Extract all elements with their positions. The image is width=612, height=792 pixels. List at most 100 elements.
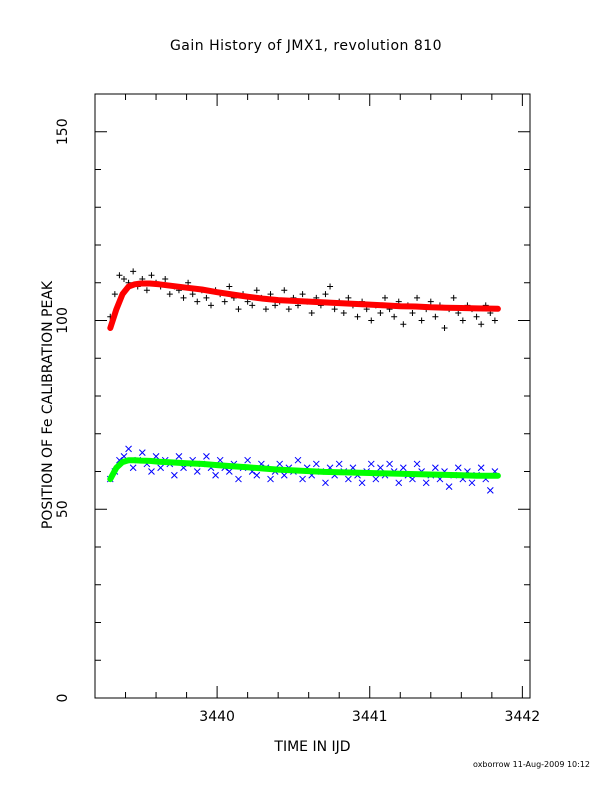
data-point [166,291,173,298]
data-point [454,464,462,472]
data-point [175,453,183,460]
y-axis-label: POSITION OF Fe CALIBRATION PEAK [40,280,56,530]
data-point [468,479,476,487]
footer-stamp: oxborrow 11-Aug-2009 10:12 [473,760,590,769]
data-point [432,313,439,320]
fit-curve-2 [107,280,501,331]
data-point [368,317,375,324]
data-point [125,445,132,453]
data-point [280,471,288,479]
data-point [391,313,398,320]
data-point [244,456,251,464]
data-point [121,275,127,282]
data-point [235,475,242,483]
data-point [225,468,233,475]
data-point [418,317,425,324]
data-point [335,460,343,468]
data-point [203,453,210,460]
data-point [308,309,315,316]
fit-curve-3 [107,457,501,483]
x-axis-label: TIME IN IJD [274,739,351,755]
data-point [340,309,347,316]
data-point [129,464,137,472]
series-layer [106,268,501,494]
data-point [299,475,306,483]
data-point [203,294,210,301]
data-point [345,294,352,301]
data-point [262,306,269,313]
data-point [354,313,361,320]
data-point [413,460,421,468]
data-point [226,283,233,290]
plot-frame [94,93,531,699]
data-point [208,302,214,309]
data-point [267,475,274,483]
data-point [395,479,403,487]
data-point [171,471,178,479]
data-point [450,294,457,301]
data-point [409,309,416,316]
data-point [272,302,279,309]
data-point [285,306,292,313]
data-point [148,468,155,475]
y-tick-label: 100 [55,307,71,334]
data-point [281,287,288,294]
data-point [372,475,380,483]
data-point [299,291,306,298]
data-point [473,313,480,320]
data-point [382,294,388,301]
y-tick-label: 150 [55,118,71,145]
axes: 0 50 100 150 3440 3441 3442 [55,93,541,725]
data-point [189,291,196,298]
data-point [157,464,164,472]
data-point [455,309,462,316]
data-point [486,487,494,494]
data-point [249,302,256,309]
data-point [180,294,187,301]
y-tick-label: 0 [55,694,71,703]
data-point [422,479,430,487]
data-point [459,317,466,324]
x-tick-label: 3442 [505,709,541,725]
data-point [312,460,320,468]
data-point [358,479,366,487]
data-point [414,294,421,301]
data-point [432,464,439,472]
data-point [399,464,407,472]
data-point [445,483,453,490]
data-point [185,279,192,286]
data-point [253,471,261,479]
data-point [386,460,393,468]
data-point [478,321,485,328]
data-point [267,291,274,298]
data-point [477,464,485,472]
data-point [331,306,338,313]
data-point [162,275,169,282]
data-point [400,321,407,328]
data-point [294,456,302,464]
data-point [367,460,375,468]
data-point [276,460,284,468]
data-point [111,291,118,298]
y-tick-label: 50 [55,500,71,518]
data-point [148,272,155,279]
data-point [441,325,448,332]
data-point [377,309,384,316]
data-point [143,287,150,294]
x-tick-label: 3441 [352,709,388,725]
data-point [138,449,146,456]
data-point [221,298,228,305]
data-point [345,475,352,483]
data-point [193,468,201,475]
data-point [253,287,260,294]
chart-title: Gain History of JMX1, revolution 810 [169,38,443,54]
data-point [212,471,219,479]
x-tick-label: 3440 [199,709,235,725]
data-point [130,268,137,275]
data-point [235,306,242,313]
data-point [322,291,329,298]
data-point [377,464,384,472]
data-point [194,298,201,305]
data-point [116,272,123,279]
